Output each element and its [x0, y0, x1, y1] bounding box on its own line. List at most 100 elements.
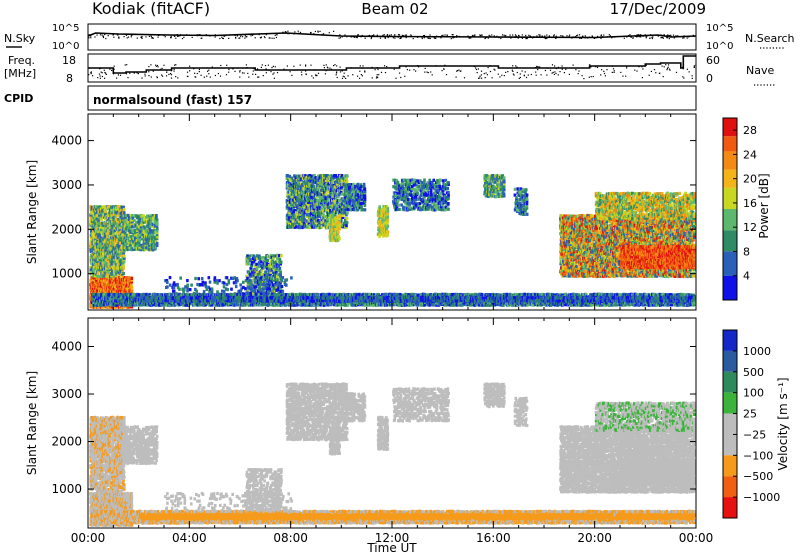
nsearch-dot [276, 37, 277, 38]
nave-dot [246, 64, 247, 65]
nsearch-dot [562, 35, 563, 36]
nave-dot [552, 73, 553, 74]
nave-dot [141, 78, 142, 79]
nave-dot [501, 75, 502, 76]
nsearch-dot [516, 36, 517, 37]
nsearch-dot [370, 35, 371, 36]
nave-dot [174, 65, 175, 66]
nave-dot [126, 64, 127, 65]
nave-dot [536, 75, 537, 76]
nave-dot [327, 67, 328, 68]
nave-dot [626, 66, 627, 67]
nsearch-dot [177, 36, 178, 37]
nsearch-dot [287, 33, 288, 34]
nsearch-dot [118, 37, 119, 38]
nave-dot [100, 75, 101, 76]
nave-dot [590, 66, 591, 67]
nave-dot [548, 68, 549, 69]
power-cell [123, 208, 126, 211]
nsearch-dot [371, 37, 372, 38]
nsearch-dot [510, 38, 511, 39]
nave-dot [187, 72, 188, 73]
nsearch-dot [687, 38, 688, 39]
nave-dot [232, 68, 233, 69]
nave-dot [345, 78, 346, 79]
nsearch-dot [539, 36, 540, 37]
nsearch-dot [610, 35, 611, 36]
nsearch-dot [152, 37, 153, 38]
nave-dot [682, 76, 683, 77]
nsearch-dot [209, 35, 210, 36]
nsearch-dot [182, 38, 183, 39]
nsearch-dot [356, 37, 357, 38]
nave-dot [274, 78, 275, 79]
nave-dot [340, 71, 341, 72]
nsearch-dot [103, 36, 104, 37]
nsearch-dot [406, 37, 407, 38]
nave-dot [255, 74, 256, 75]
nave-dot [193, 68, 194, 69]
nave-dot [528, 75, 529, 76]
nsearch-dot [502, 34, 503, 35]
nsearch-dot [512, 34, 513, 35]
nave-dot [669, 69, 670, 70]
nsearch-dot [536, 35, 537, 36]
nave-dot [476, 69, 477, 70]
nave-dot [239, 77, 240, 78]
nave-dot [400, 77, 401, 78]
nave-dot [404, 76, 405, 77]
nsearch-dot [456, 35, 457, 36]
nave-dot [129, 73, 130, 74]
nave-dot [424, 72, 425, 73]
nave-dot [593, 76, 594, 77]
nave-dot [490, 65, 491, 66]
nave-dot [695, 65, 696, 66]
nsearch-dot [658, 36, 659, 37]
freq-axis-lo: 8 [66, 72, 73, 85]
nave-dot [664, 66, 665, 67]
nsearch-dot [228, 38, 229, 39]
nave-dot [536, 66, 537, 67]
nave-dot [535, 72, 536, 73]
nave-dot [537, 69, 538, 70]
nave-dot [642, 68, 643, 69]
nave-dot [333, 65, 334, 66]
nave-dot [399, 73, 400, 74]
nsearch-dot [384, 34, 385, 35]
nave-dot [456, 77, 457, 78]
nave-dot [564, 72, 565, 73]
nsearch-dot [669, 35, 670, 36]
nsearch-dot [541, 36, 542, 37]
nsearch-dot [394, 38, 395, 39]
nsearch-dot [97, 35, 98, 36]
nsearch-dot [467, 36, 468, 37]
nsearch-dot [441, 35, 442, 36]
nsearch-dot [518, 38, 519, 39]
nsearch-dot [264, 36, 265, 37]
nave-dot [553, 72, 554, 73]
nsearch-dot [440, 36, 441, 37]
nave-dot [692, 75, 693, 76]
nave-dot [668, 64, 669, 65]
nsearch-dot [104, 34, 105, 35]
nave-dot [263, 75, 264, 76]
nave-dot [272, 74, 273, 75]
nave-dot [342, 70, 343, 71]
nave-dot [247, 73, 248, 74]
nsearch-dot [180, 34, 181, 35]
nave-dot [352, 74, 353, 75]
nave-dot [545, 70, 546, 71]
nave-dot [189, 70, 190, 71]
nave-dot [315, 74, 316, 75]
nave-dot [336, 65, 337, 66]
nave-dot [683, 68, 684, 69]
nave-dot [207, 71, 208, 72]
nsearch-dot [640, 36, 641, 37]
nave-dot [364, 71, 365, 72]
nave-dot [377, 67, 378, 68]
nave-dot [663, 76, 664, 77]
nsky-trace [88, 33, 696, 38]
nsearch-dot [579, 38, 580, 39]
nave-dot [315, 69, 316, 70]
nsearch-dot [551, 37, 552, 38]
